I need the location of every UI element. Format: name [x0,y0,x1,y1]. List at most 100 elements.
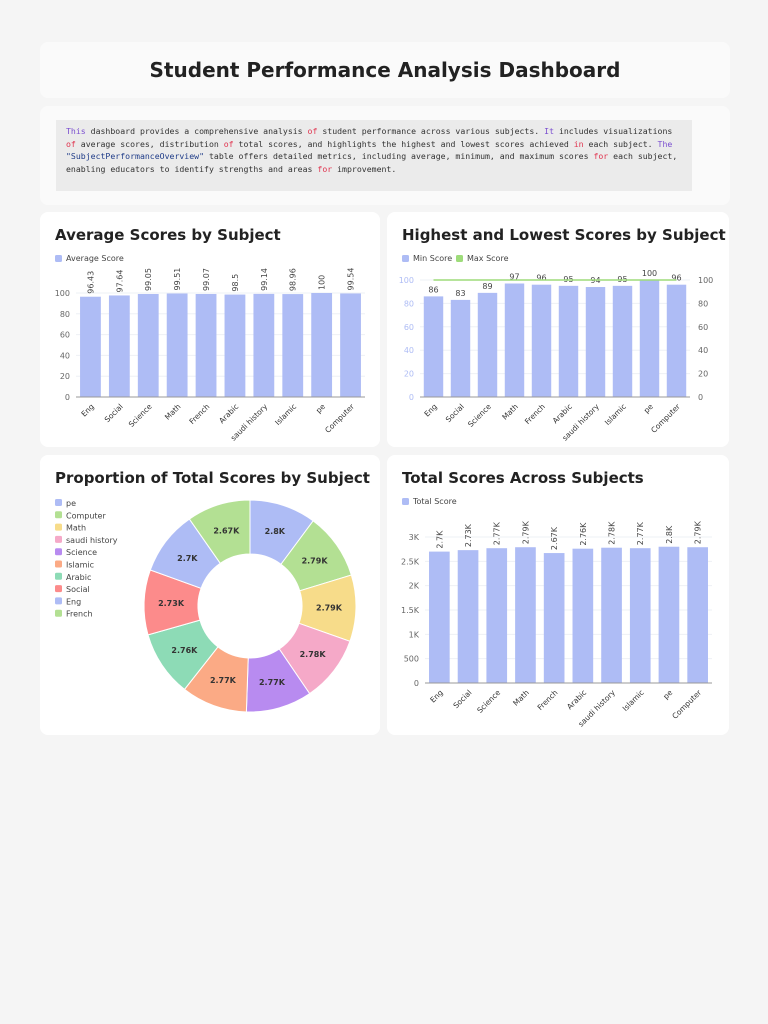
bar [601,547,622,683]
bar [558,285,579,397]
y-tick-label: 100 [399,276,414,285]
x-tick-label: Social [451,688,473,710]
legend-swatch [456,255,463,262]
bar [658,546,680,683]
bar [531,284,552,397]
y-tick-label: 40 [60,351,70,360]
chart-title: Proportion of Total Scores by Subject [55,469,370,487]
legend-label: Eng [66,597,81,606]
x-tick-label: French [536,688,560,712]
data-label: 96 [671,274,681,283]
description-segment: dashboard provides a comprehensive analy… [85,126,308,136]
data-label: 2.79K [521,520,530,544]
x-tick-label: Arabic [217,402,240,425]
legend-label: Arabic [66,573,91,582]
description-segment: in [573,138,584,149]
bar [572,548,594,683]
legend-label: Computer [66,511,106,520]
description-segment: It [544,126,555,136]
data-label: 2.76K [579,522,588,546]
data-label: 97.64 [115,270,124,293]
data-label: 98.5 [231,274,240,292]
y-tick-label: 0 [409,393,414,402]
legend-swatch [55,499,62,506]
bar [195,293,217,397]
legend-swatch [55,523,62,531]
y-tick-label: 3K [409,533,420,542]
bar [585,287,606,397]
x-tick-label: Arabic [565,688,588,711]
x-tick-label: French [523,402,547,426]
x-tick-label: Eng [79,402,96,419]
slice-label: 2.67K [213,527,240,536]
legend-label: pe [66,499,76,508]
y-tick-label: 0 [65,393,70,402]
y-tick-label: 100 [55,289,70,298]
bar [450,299,471,397]
bar [282,294,304,397]
y2-tick-label: 80 [698,299,708,308]
bar [515,547,536,683]
data-label: 99.14 [260,268,269,291]
legend-swatch [55,548,62,556]
legend-swatch [55,255,62,262]
y2-tick-label: 40 [698,346,708,355]
description-segment: for [593,151,609,162]
bar [543,553,565,683]
chart-title: Highest and Lowest Scores by Subject [402,226,726,244]
legend-label: French [66,610,93,619]
legend-label: Science [66,548,97,557]
description-segment: improvement. [332,163,397,174]
description-segment: of [223,138,234,149]
bar [137,293,159,397]
x-tick-label: Computer [323,401,356,434]
x-tick-label: Social [103,402,125,424]
page-title: Student Performance Analysis Dashboard [149,58,621,82]
description-card: This dashboard provides a comprehensive … [40,106,730,205]
data-label: 2.78K [608,521,617,545]
description-segment: average scores, distribution [75,138,224,149]
chart-title: Total Scores Across Subjects [402,469,644,487]
legend-swatch [402,255,409,262]
description-segment: table offers detailed metrics, including… [204,151,594,162]
slice-label: 2.7K [177,554,198,563]
legend-swatch [55,560,62,568]
bar [486,548,508,683]
data-label: 2.8K [665,525,674,544]
proportion-card: Proportion of Total Scores by Subject pe… [40,455,380,735]
bar [253,293,275,397]
y-tick-label: 80 [404,299,414,308]
x-tick-label: Arabic [551,402,574,425]
legend-swatch [55,609,62,617]
x-tick-label: Eng [428,688,445,705]
y-tick-label: 80 [60,310,70,319]
data-label: 2.77K [636,521,645,545]
data-label: 83 [455,289,465,298]
bar [423,296,444,397]
legend-label: Islamic [66,561,94,570]
data-label: 99.07 [202,268,211,291]
slice-label: 2.78K [300,650,327,659]
x-tick-label: Science [466,402,493,429]
x-tick-label: Math [511,688,531,708]
bar [477,292,498,397]
description-segment: "SubjectPerformanceOverview" [66,151,205,162]
average-scores-chart: Average Score 0 20 40 60 80 100 96.43 Eng 97.64 So… [55,254,365,443]
slice-label: 2.77K [259,678,286,687]
bar [311,293,333,397]
description-segment: each subject, enabling educators to iden… [66,151,678,174]
y-tick-label: 1.5K [401,606,420,615]
proportion-donut-chart: pe 2.8K Computer 2.79K Math 2.79K saudi histor… [55,499,357,713]
bar [629,548,651,683]
bar [166,293,188,397]
bar [687,547,708,683]
description-segment: This [66,126,86,136]
data-label: 89 [482,282,492,291]
x-tick-label: Eng [422,402,439,419]
average-scores-card: Average Scores by Subject Average Score 0… [40,212,380,447]
legend-swatch [55,597,62,605]
bar [504,283,525,397]
bar [666,284,687,397]
bar [80,296,101,397]
slice-label: 2.73K [158,599,185,608]
